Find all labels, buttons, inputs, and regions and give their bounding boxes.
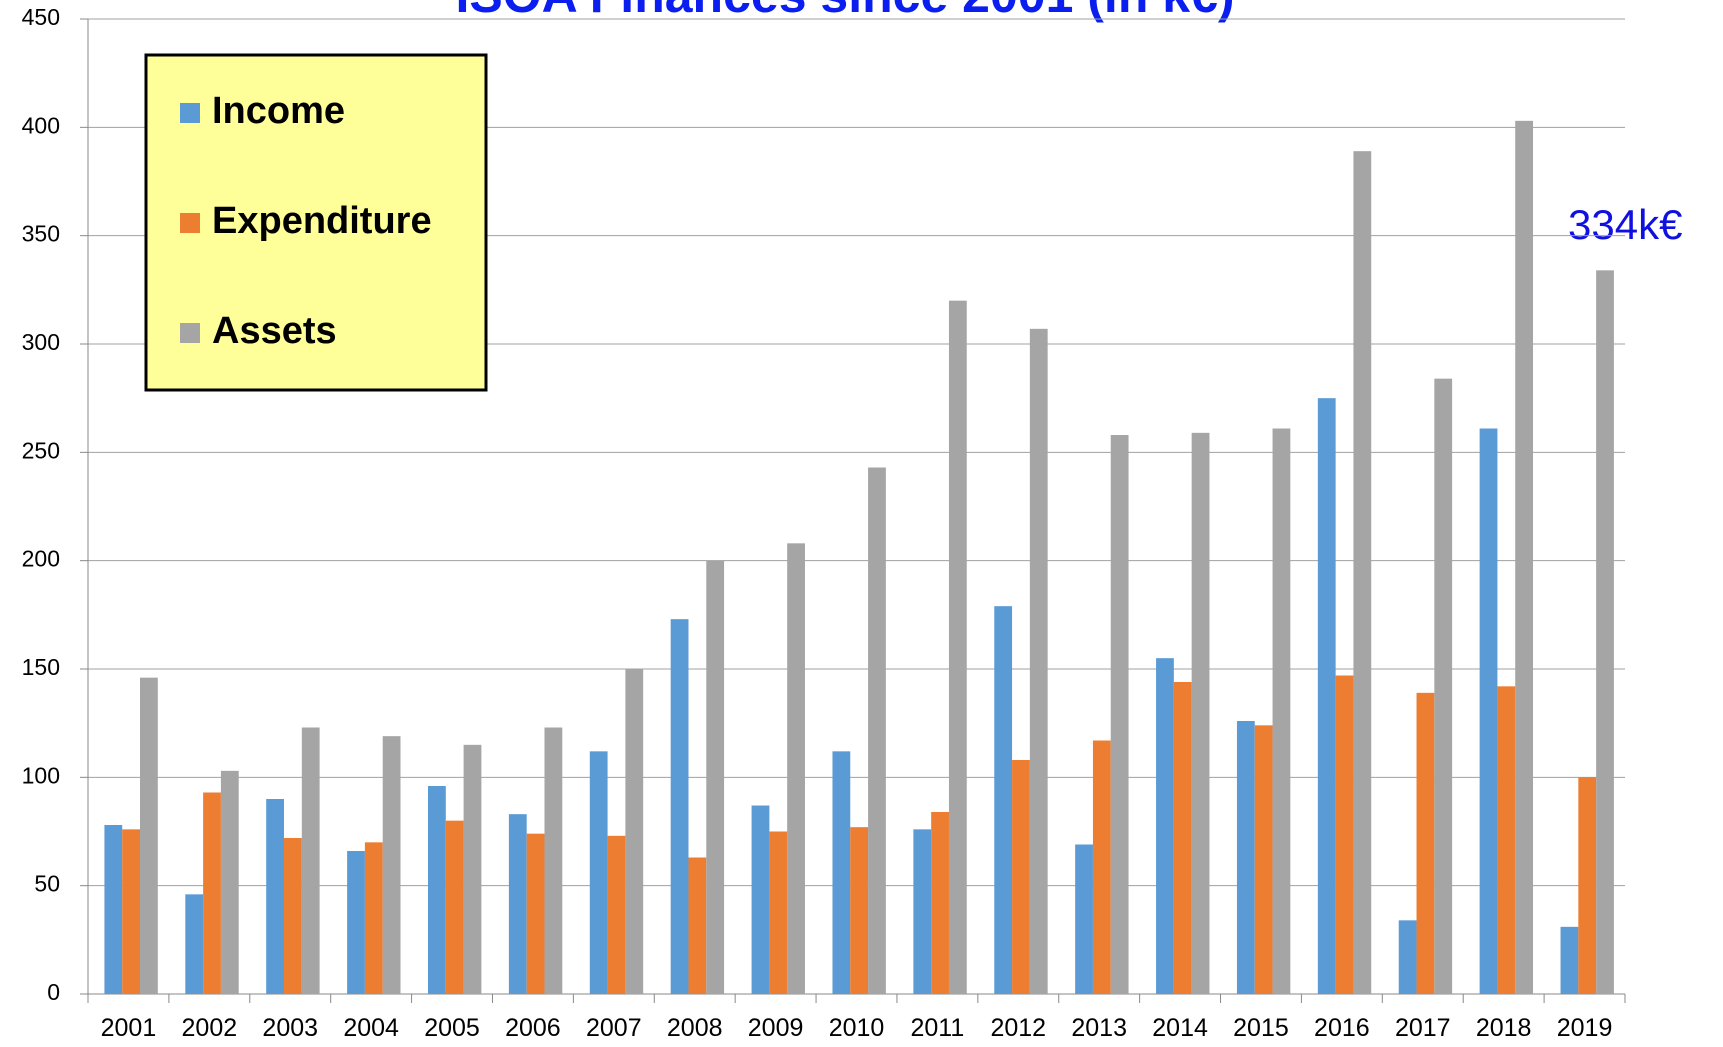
bar	[1335, 675, 1354, 994]
y-tick-label: 300	[22, 329, 60, 355]
bar	[1110, 435, 1129, 994]
bar	[1416, 692, 1435, 994]
x-tick-label: 2014	[1152, 1014, 1208, 1042]
bar	[931, 812, 949, 994]
x-tick-label: 2004	[343, 1014, 399, 1042]
legend-label: Income	[212, 90, 345, 132]
y-tick-label: 150	[22, 654, 60, 680]
legend-box	[144, 53, 488, 392]
bar	[364, 842, 383, 994]
bar	[445, 820, 464, 994]
bar	[688, 857, 707, 994]
bar	[787, 543, 805, 994]
chart-title: ISOA Finances since 2001 (in k€)	[455, 0, 1234, 23]
bar	[1560, 926, 1579, 994]
bar	[382, 736, 401, 994]
bar	[1156, 658, 1174, 994]
bar	[284, 838, 302, 994]
legend-swatch	[180, 323, 200, 343]
bar	[1092, 740, 1111, 994]
bar	[508, 814, 527, 994]
x-tick-label: 2003	[262, 1014, 318, 1042]
bar	[868, 467, 886, 994]
x-tick-label: 2007	[586, 1014, 642, 1042]
bar	[1029, 328, 1048, 994]
bar	[948, 300, 967, 995]
bar	[463, 744, 482, 994]
x-tick-label: 2010	[829, 1014, 885, 1042]
bar	[1075, 844, 1093, 994]
bar	[751, 805, 770, 994]
y-tick-label: 250	[22, 437, 60, 463]
bar	[670, 619, 689, 994]
annotation: 334k€	[1568, 201, 1682, 248]
bar	[140, 677, 158, 994]
x-tick-label: 2006	[505, 1014, 561, 1042]
bar	[122, 829, 141, 994]
x-tick-label: 2013	[1071, 1014, 1127, 1042]
bar	[220, 770, 239, 994]
y-tick-label: 0	[47, 979, 60, 1005]
y-tick-label: 400	[22, 112, 60, 138]
bar	[625, 669, 644, 994]
legend-swatch	[180, 213, 200, 233]
x-tick-label: 2009	[748, 1014, 804, 1042]
bar	[589, 751, 608, 994]
x-tick-label: 2019	[1557, 1014, 1613, 1042]
bar	[994, 606, 1013, 994]
bar	[1317, 398, 1336, 995]
legend-swatch	[180, 103, 200, 123]
legend-label: Assets	[212, 310, 337, 352]
bar	[1596, 270, 1614, 994]
x-tick-label: 2001	[101, 1014, 157, 1042]
bar	[607, 835, 626, 994]
bar	[301, 727, 320, 994]
bar	[1272, 428, 1291, 994]
y-tick-label: 200	[22, 546, 60, 572]
bar	[203, 792, 221, 994]
bar	[526, 833, 545, 994]
bar	[832, 751, 851, 994]
bar	[1191, 432, 1210, 994]
x-tick-label: 2018	[1476, 1014, 1532, 1042]
bar	[1578, 777, 1597, 994]
bar	[1479, 428, 1498, 994]
y-tick-label: 100	[22, 762, 60, 788]
y-tick-label: 450	[22, 4, 60, 30]
bar	[913, 829, 932, 994]
legend: Income Expenditure Assets	[144, 53, 488, 392]
x-tick-label: 2011	[911, 1014, 965, 1042]
bar	[1173, 682, 1192, 994]
bar	[706, 560, 725, 994]
bar	[1353, 151, 1372, 994]
bar	[1398, 920, 1417, 994]
bar	[1515, 120, 1534, 995]
legend-label: Expenditure	[212, 200, 432, 242]
bar	[1497, 686, 1516, 994]
y-tick-label: 50	[34, 871, 60, 897]
bar	[769, 831, 788, 994]
bar	[544, 727, 563, 994]
bar	[850, 827, 869, 994]
x-tick-label: 2005	[424, 1014, 480, 1042]
bar	[1012, 760, 1030, 994]
bar	[1254, 725, 1273, 994]
y-tick-label: 350	[22, 221, 60, 247]
bar	[185, 894, 204, 994]
bar	[428, 786, 446, 994]
bar	[1434, 378, 1453, 995]
bar	[104, 825, 123, 994]
x-tick-label: 2015	[1233, 1014, 1289, 1042]
bar	[266, 799, 285, 994]
bar	[347, 851, 365, 994]
x-tick-label: 2008	[667, 1014, 723, 1042]
bar	[1236, 721, 1255, 994]
x-tick-label: 2002	[182, 1014, 238, 1042]
x-tick-label: 2016	[1314, 1014, 1370, 1042]
x-tick-label: 2012	[990, 1014, 1046, 1042]
x-tick-label: 2017	[1395, 1014, 1451, 1042]
